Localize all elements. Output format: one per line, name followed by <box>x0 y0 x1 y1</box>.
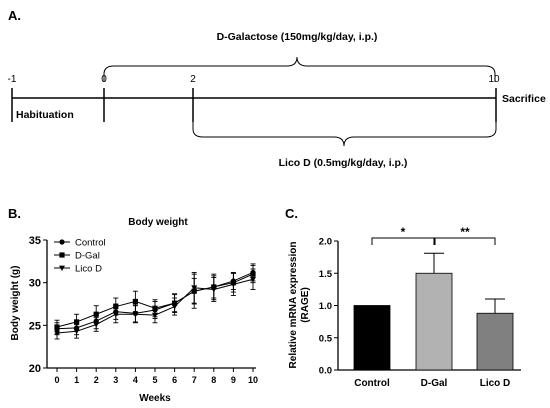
data-point <box>54 330 60 337</box>
x-tick-label: Lico D <box>480 378 511 389</box>
x-tick-label: 2 <box>94 375 99 385</box>
line-chart-xlabel: Weeks <box>139 393 171 404</box>
data-point <box>93 311 99 317</box>
data-point <box>210 287 217 293</box>
legend-marker <box>59 265 65 271</box>
top-treatment-label: D-Galactose (150mg/kg/day, i.p.) <box>217 31 378 43</box>
x-tick-label: 0 <box>54 375 59 385</box>
timeline-tick-label: -1 <box>8 74 17 85</box>
legend-label: Control <box>75 238 106 249</box>
x-tick-label: 6 <box>172 375 177 385</box>
timeline-panel: D-Galactose (150mg/kg/day, i.p.) -1 0 2 … <box>8 31 546 169</box>
x-tick-label: D-Gal <box>421 378 448 389</box>
x-tick-label: 5 <box>152 375 157 385</box>
y-tick-label: 35 <box>29 235 41 247</box>
bar-chart-ylabel-line1: Relative mRNA expression <box>288 242 299 369</box>
significance-bracket <box>371 237 435 245</box>
data-point <box>132 298 138 305</box>
data-point <box>152 312 158 319</box>
sacrifice-label: Sacrifice <box>502 93 546 105</box>
y-tick-label: 20 <box>29 363 41 375</box>
panel-a-label: A. <box>8 8 21 23</box>
y-tick-label: 30 <box>29 278 41 290</box>
bar <box>476 312 514 371</box>
panel-b-label: B. <box>8 206 21 221</box>
legend-label: D-Gal <box>75 251 100 262</box>
data-point <box>74 319 80 325</box>
legend-marker <box>59 239 65 245</box>
legend-label: Lico D <box>75 264 102 275</box>
x-tick-label: 3 <box>113 375 118 385</box>
bar <box>415 272 453 371</box>
legend-marker <box>59 252 65 258</box>
timeline-tick-label: 2 <box>190 74 196 85</box>
rage-expression-chart: Relative mRNA expression (RAGE) 0.0 0.5 1.… <box>288 225 521 389</box>
timeline-tick-label: 0 <box>101 74 107 85</box>
top-brace <box>103 56 496 82</box>
line-chart-ylabel: Body weight (g) <box>10 266 21 341</box>
y-tick-label: 25 <box>29 320 41 332</box>
bar-chart-ylabel-line2: (RAGE) <box>300 287 311 323</box>
bar <box>353 305 391 371</box>
x-tick-label: 10 <box>248 375 258 385</box>
x-tick-label: 1 <box>74 375 79 385</box>
panel-c-label: C. <box>285 206 298 221</box>
x-tick-label: 9 <box>231 375 236 385</box>
x-tick-label: Control <box>354 378 390 389</box>
data-point <box>132 311 139 318</box>
data-point <box>171 304 178 310</box>
bottom-treatment-label: Lico D (0.5mg/kg/day, i.p.) <box>279 157 408 169</box>
data-point <box>230 281 237 288</box>
significance-label: * <box>401 225 406 239</box>
x-tick-label: 8 <box>211 375 216 385</box>
x-tick-label: 7 <box>192 375 197 385</box>
body-weight-chart: Body weight Body weight (g) Weeks 202530… <box>10 217 258 404</box>
significance-label: ** <box>460 225 470 239</box>
data-point <box>250 276 256 283</box>
x-tick-label: 4 <box>133 375 138 385</box>
y-tick-label: 0.0 <box>319 366 332 377</box>
y-tick-label: 2.0 <box>319 237 332 248</box>
timeline-tick-label: 10 <box>488 74 500 85</box>
line-chart-title: Body weight <box>128 217 188 228</box>
y-tick-label: 1.5 <box>319 269 333 280</box>
bottom-brace <box>192 122 497 147</box>
data-point <box>112 311 119 318</box>
y-tick-label: 0.5 <box>319 333 333 344</box>
significance-bracket <box>434 237 496 245</box>
habituation-label: Habituation <box>16 109 74 121</box>
data-point <box>191 285 198 291</box>
data-point <box>93 322 100 328</box>
y-tick-label: 1.0 <box>319 301 332 312</box>
data-point <box>73 328 80 335</box>
